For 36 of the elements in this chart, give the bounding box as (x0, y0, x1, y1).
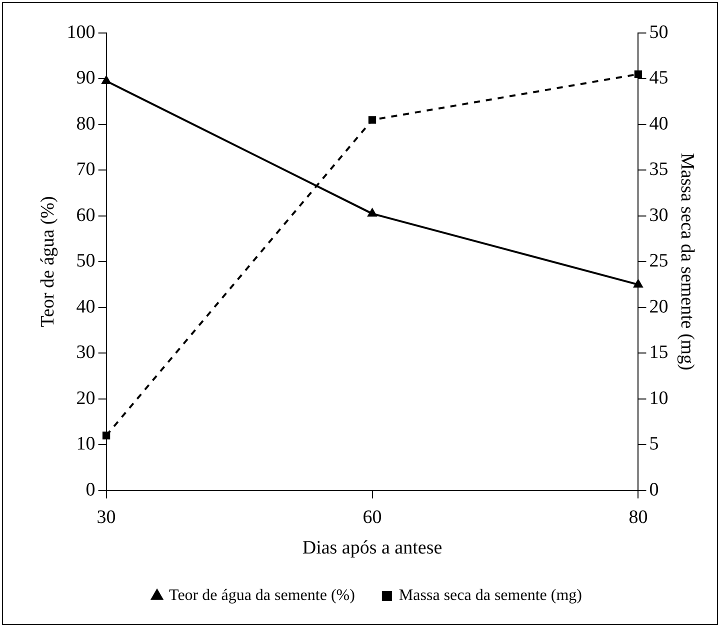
y-tick-label: 60 (76, 204, 96, 226)
x-axis-title: Dias após a antese (302, 538, 442, 559)
y-tick-label: 90 (76, 68, 96, 89)
point (368, 116, 376, 124)
y-tick-label: 20 (76, 388, 96, 409)
y2-tick-label: 40 (649, 113, 668, 134)
y-tick-label: 30 (76, 342, 96, 364)
x-tick-label: 30 (96, 506, 116, 528)
y-tick-label: 0 (86, 479, 96, 500)
y2-tick-label: 5 (649, 434, 659, 455)
x-tick-label: 80 (628, 506, 648, 528)
y2-axis-title: Massa seca da semente (mg) (676, 153, 698, 370)
legend-label: Massa seca da semente (mg) (398, 587, 582, 604)
y-axis-title: Teor de água (%) (37, 196, 58, 328)
y2-tick-label: 0 (649, 479, 659, 500)
y2-tick-label: 30 (649, 204, 668, 226)
y2-tick-label: 10 (649, 388, 668, 409)
y2-tick-label: 45 (649, 68, 668, 89)
y-tick-label: 80 (76, 113, 96, 134)
y2-tick-label: 20 (649, 296, 668, 318)
y-tick-label: 10 (76, 434, 96, 455)
point (634, 280, 643, 288)
y-tick-label: 50 (76, 250, 96, 272)
y-tick-label: 70 (76, 159, 96, 180)
y2-tick-label: 25 (649, 250, 668, 272)
y2-tick-label: 50 (649, 22, 668, 43)
point (634, 70, 642, 78)
y-tick-label: 40 (76, 296, 96, 318)
point (102, 76, 111, 84)
x-tick-label: 60 (362, 506, 382, 528)
y2-tick-label: 35 (649, 159, 668, 180)
point (102, 432, 110, 440)
y-tick-label: 100 (66, 22, 96, 43)
point (368, 208, 377, 217)
y2-tick-label: 15 (649, 342, 668, 364)
legend-label: Teor de água da semente (%) (169, 587, 355, 604)
